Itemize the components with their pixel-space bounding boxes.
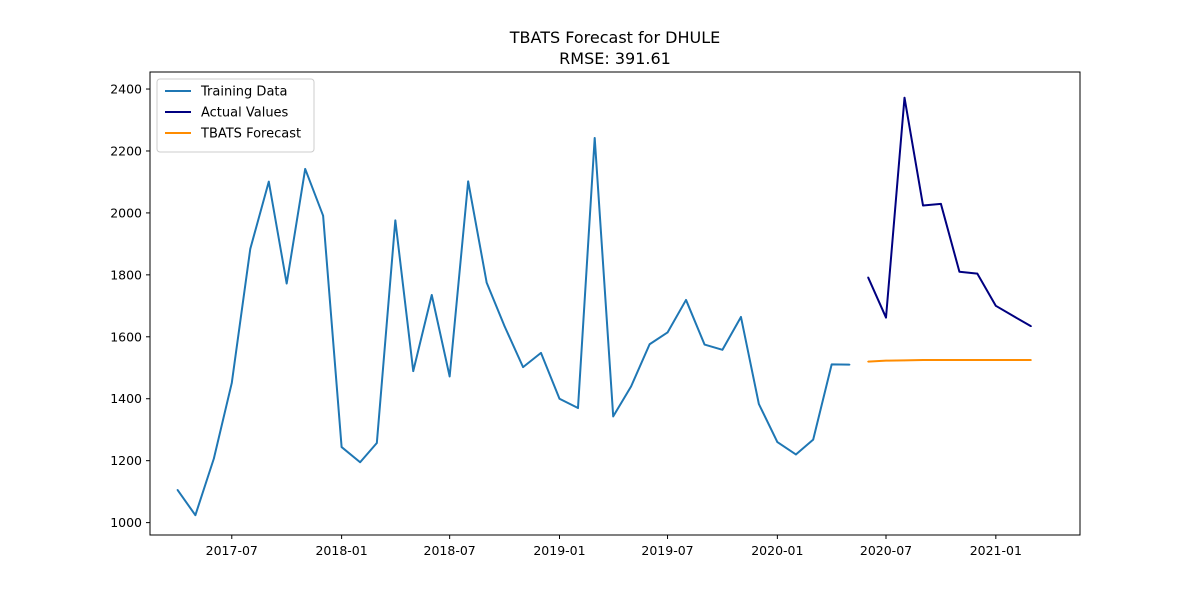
y-tick-label: 1200 (110, 453, 142, 468)
data-point (430, 294, 433, 296)
x-tick-label: 2018-07 (424, 543, 476, 558)
data-point (976, 359, 979, 361)
y-tick-label: 2400 (110, 82, 142, 97)
data-point (976, 272, 979, 275)
chart-title: TBATS Forecast for DHULE (509, 28, 720, 47)
x-tick-label: 2019-07 (641, 543, 693, 558)
data-point (685, 299, 687, 301)
data-point (648, 343, 651, 346)
y-tick-label: 2200 (110, 143, 142, 158)
data-point (848, 363, 851, 366)
legend-box (156, 78, 315, 153)
legend-label: TBATS Forecast (200, 127, 301, 142)
data-point (322, 214, 324, 217)
data-point (1030, 359, 1032, 361)
series-layer (176, 96, 1032, 517)
data-point (412, 370, 415, 372)
series-line-1 (867, 96, 1032, 328)
data-point (485, 281, 488, 284)
data-point (176, 488, 179, 491)
data-point (740, 316, 742, 318)
data-point (666, 331, 669, 334)
data-point (1013, 315, 1016, 318)
data-point (795, 453, 797, 456)
data-point (867, 360, 869, 363)
data-point (213, 457, 215, 460)
data-point (304, 168, 307, 170)
data-point (903, 96, 906, 99)
data-point (995, 359, 997, 361)
data-point (540, 352, 542, 354)
data-point (577, 407, 579, 409)
y-axis: 1000 1200 1400 1600 1800 2000 2200 2400 (110, 82, 150, 530)
data-point (758, 403, 760, 405)
y-tick-label: 1400 (110, 391, 142, 406)
data-point (958, 270, 961, 273)
data-point (359, 461, 361, 464)
data-point (194, 514, 197, 516)
data-point (285, 282, 288, 285)
x-tick-label: 2020-01 (751, 543, 803, 558)
y-tick-label: 1000 (110, 515, 142, 530)
plot-frame (149, 71, 1081, 536)
data-point (885, 316, 887, 319)
series-line-2 (868, 359, 1032, 363)
data-point (830, 363, 833, 366)
data-point (703, 343, 706, 346)
x-tick-label: 2020-07 (860, 543, 912, 558)
y-tick-label: 2000 (110, 205, 142, 220)
data-point (522, 366, 524, 368)
x-tick-label: 2018-01 (315, 543, 367, 558)
data-point (995, 305, 997, 307)
data-point (630, 385, 632, 388)
x-tick-label: 2017-07 (206, 543, 258, 558)
data-point (903, 359, 906, 362)
data-point (940, 359, 942, 361)
data-point (394, 219, 397, 222)
y-tick-label: 1800 (110, 267, 142, 282)
data-point (1030, 325, 1032, 328)
data-point (448, 375, 451, 378)
data-point (922, 359, 924, 361)
legend-label: Actual Values (201, 106, 289, 121)
series-line-0 (176, 136, 850, 517)
data-point (867, 276, 869, 279)
legend-label: Training Data (200, 85, 287, 100)
x-tick-label: 2019-01 (533, 543, 585, 558)
data-point (340, 446, 343, 448)
data-point (249, 248, 252, 250)
x-tick-label: 2021-01 (970, 543, 1022, 558)
data-point (885, 359, 887, 362)
data-point (267, 180, 270, 183)
data-point (612, 415, 615, 418)
legend: Training Data Actual Values TBATS Forecast (156, 78, 315, 153)
x-axis: 2017-07 2018-01 2018-07 2019-01 2019-07 2020-… (206, 535, 1022, 558)
data-point (776, 441, 779, 443)
y-tick-label: 1600 (110, 329, 142, 344)
data-point (230, 382, 233, 384)
data-point (922, 204, 924, 207)
data-point (467, 180, 469, 183)
data-point (376, 442, 378, 444)
chart-subtitle: RMSE: 391.61 (559, 49, 671, 68)
data-point (1013, 359, 1016, 361)
data-point (558, 397, 561, 400)
data-point (593, 137, 596, 139)
data-point (940, 203, 942, 205)
data-point (812, 438, 814, 441)
data-point (721, 349, 724, 351)
data-point (958, 359, 961, 361)
data-point (503, 325, 506, 328)
